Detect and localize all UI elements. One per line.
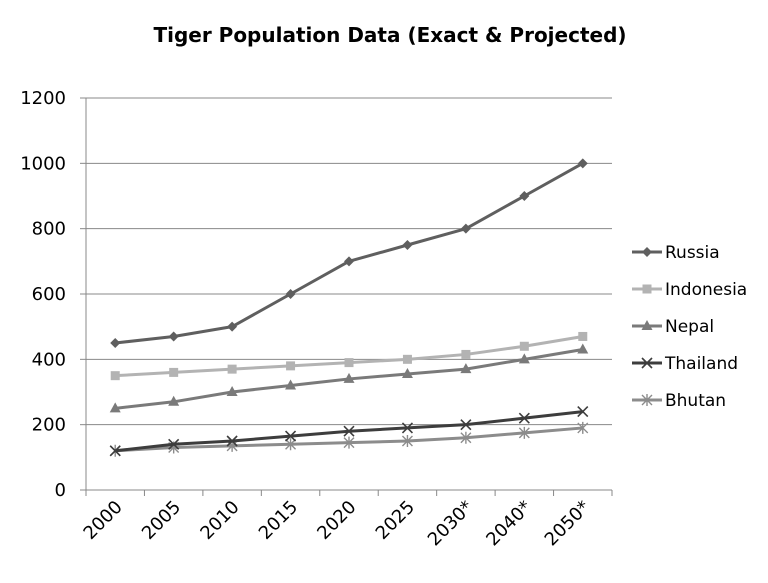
x-tick-label: 2000	[80, 497, 127, 544]
data-point-russia	[402, 240, 413, 250]
data-point-indonesia	[578, 331, 588, 341]
y-tick-label: 800	[32, 219, 66, 240]
data-point-bhutan	[285, 438, 297, 451]
legend-label-indonesia: Indonesia	[665, 280, 747, 300]
data-point-indonesia	[461, 349, 471, 359]
series-nepal	[109, 343, 589, 413]
x-tick-label: 2050*	[541, 497, 595, 551]
x-tick-label: 2025	[372, 497, 419, 544]
x-tick-label: 2010	[196, 497, 243, 544]
x-tick-labels: 2000 2005 2010 2015 2020 2025 2030* 2040* 2050*	[80, 497, 595, 551]
data-point-indonesia	[227, 364, 237, 374]
data-point-nepal	[226, 386, 238, 396]
y-tick-label: 1200	[20, 88, 66, 109]
legend-item-russia[interactable]: Russia	[632, 243, 720, 263]
data-point-indonesia	[169, 367, 179, 377]
grid-lines	[86, 97, 612, 426]
data-point-nepal	[460, 363, 472, 374]
data-point-indonesia	[110, 371, 120, 381]
y-tick-label: 0	[55, 480, 66, 501]
data-point-russia	[110, 338, 121, 348]
data-point-thailand	[460, 419, 472, 431]
y-tick-label: 1000	[20, 153, 66, 174]
legend-label-nepal: Nepal	[665, 317, 714, 337]
data-point-nepal	[343, 372, 355, 383]
x-tick-label: 2020	[313, 497, 360, 544]
legend-item-indonesia[interactable]: Indonesia	[632, 280, 747, 300]
x-tick-label: 2030*	[424, 497, 478, 551]
x-tick-label: 2015	[255, 497, 302, 544]
data-point-thailand	[518, 412, 530, 424]
data-point-russia	[168, 331, 179, 342]
data-point-bhutan	[518, 426, 530, 439]
data-point-indonesia	[402, 354, 412, 364]
data-point-indonesia	[344, 358, 354, 368]
data-point-nepal	[577, 343, 589, 354]
legend-label-russia: Russia	[665, 243, 720, 263]
data-point-thailand	[284, 430, 297, 442]
legend[interactable]: Russia Indonesia Nepal Thailand Bhutan	[632, 243, 747, 411]
y-tick-label: 600	[32, 284, 66, 305]
legend-marker-nepal	[641, 320, 653, 330]
series-line-indonesia	[115, 334, 584, 378]
y-tick-label: 400	[32, 349, 66, 370]
axes	[80, 97, 613, 496]
series-group	[109, 158, 589, 457]
data-point-bhutan	[401, 435, 413, 447]
data-point-indonesia	[286, 361, 296, 371]
data-point-indonesia	[519, 341, 529, 351]
legend-label-thailand: Thailand	[664, 354, 738, 374]
legend-marker-russia	[642, 247, 652, 257]
legend-marker-indonesia	[642, 284, 652, 294]
legend-item-nepal[interactable]: Nepal	[632, 317, 714, 337]
data-point-nepal	[518, 353, 530, 364]
data-point-russia	[227, 321, 238, 332]
x-tick-label: 2005	[138, 497, 185, 544]
data-point-thailand	[168, 438, 180, 450]
data-point-russia	[577, 158, 588, 169]
data-point-bhutan	[577, 421, 589, 434]
legend-item-bhutan[interactable]: Bhutan	[632, 391, 726, 411]
data-point-thailand	[109, 445, 121, 457]
y-tick-labels: 0 200 400 600 800 1000 1200	[20, 88, 66, 501]
data-point-bhutan	[343, 436, 355, 449]
data-point-russia	[344, 256, 354, 267]
chart-title: Tiger Population Data (Exact & Projected…	[153, 23, 626, 47]
data-point-thailand	[401, 422, 414, 434]
data-point-nepal	[109, 402, 121, 413]
data-point-thailand	[226, 435, 238, 447]
data-point-russia	[285, 289, 296, 299]
data-point-thailand	[343, 425, 355, 437]
y-tick-label: 200	[32, 415, 66, 436]
data-point-thailand	[577, 406, 589, 418]
data-point-russia	[519, 191, 530, 201]
data-point-bhutan	[460, 431, 472, 444]
x-tick-label: 2040*	[482, 497, 536, 551]
data-point-nepal	[285, 379, 297, 390]
legend-marker-thailand	[641, 357, 653, 369]
series-line-russia	[115, 162, 584, 345]
series-bhutan	[109, 421, 589, 457]
series-thailand	[109, 406, 589, 457]
data-point-nepal	[168, 395, 180, 406]
legend-item-thailand[interactable]: Thailand	[632, 354, 738, 374]
series-indonesia	[110, 331, 588, 381]
series-russia	[110, 158, 588, 348]
legend-label-bhutan: Bhutan	[665, 391, 726, 411]
legend-marker-bhutan	[641, 394, 653, 406]
data-point-russia	[460, 223, 471, 234]
data-point-nepal	[401, 368, 413, 379]
